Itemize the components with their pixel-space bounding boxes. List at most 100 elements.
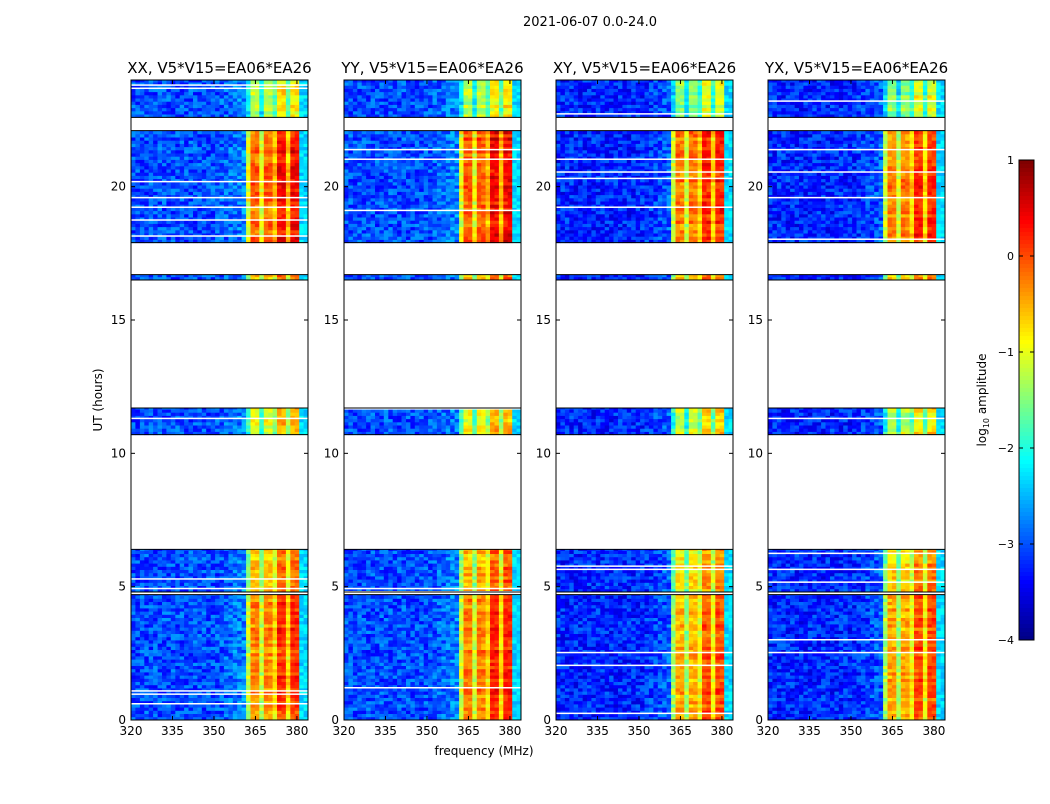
heatmap-cell — [175, 573, 180, 577]
heatmap-cell — [144, 147, 149, 151]
heatmap-cell — [255, 666, 260, 670]
heatmap-cell — [153, 563, 158, 567]
heatmap-cell — [215, 675, 220, 679]
heatmap-cell — [131, 409, 136, 413]
heatmap-cell — [206, 659, 211, 663]
heatmap-cell — [135, 672, 140, 676]
heatmap-cell — [251, 566, 256, 570]
heatmap-cell — [268, 634, 273, 638]
heatmap-cell — [295, 659, 300, 663]
heatmap-cell — [299, 419, 304, 423]
heatmap-cell — [162, 557, 167, 561]
heatmap-cell — [180, 698, 185, 702]
heatmap-cell — [175, 614, 180, 618]
heatmap-cell — [464, 688, 469, 692]
heatmap-cell — [162, 714, 167, 718]
heatmap-cell — [228, 134, 233, 138]
heatmap-cell — [206, 176, 211, 180]
heatmap-cell — [264, 150, 269, 154]
heatmap-cell — [362, 698, 367, 702]
heatmap-cell — [211, 105, 216, 109]
heatmap-cell — [299, 678, 304, 682]
heatmap-cell — [180, 646, 185, 650]
heatmap-cell — [184, 656, 189, 660]
heatmap-cell — [184, 169, 189, 173]
heatmap-cell — [193, 236, 198, 240]
heatmap-cell — [273, 89, 278, 93]
heatmap-cell — [197, 176, 202, 180]
heatmap-cell — [193, 627, 198, 631]
heatmap-cell — [406, 698, 411, 702]
heatmap-cell — [144, 153, 149, 157]
heatmap-cell — [215, 153, 220, 157]
heatmap-cell — [197, 602, 202, 606]
heatmap-cell — [166, 566, 171, 570]
heatmap-cell — [290, 694, 295, 698]
heatmap-cell — [282, 192, 287, 196]
heatmap-cell — [393, 710, 398, 714]
heatmap-cell — [197, 101, 202, 105]
heatmap-cell — [184, 230, 189, 234]
heatmap-cell — [282, 557, 287, 561]
heatmap-cell — [282, 105, 287, 109]
heatmap-cell — [140, 570, 145, 574]
heatmap-cell — [490, 707, 495, 711]
heatmap-cell — [290, 95, 295, 99]
heatmap-cell — [162, 650, 167, 654]
heatmap-cell — [211, 554, 216, 558]
heatmap-cell — [171, 579, 176, 583]
heatmap-cell — [175, 153, 180, 157]
heatmap-cell — [455, 701, 460, 705]
heatmap-cell — [149, 147, 154, 151]
heatmap-cell — [273, 682, 278, 686]
heatmap-cell — [220, 710, 225, 714]
heatmap-cell — [228, 714, 233, 718]
heatmap-cell — [290, 560, 295, 564]
heatmap-cell — [131, 236, 136, 240]
heatmap-cell — [251, 666, 256, 670]
heatmap-cell — [158, 602, 163, 606]
heatmap-cell — [233, 101, 238, 105]
heatmap-cell — [144, 608, 149, 612]
heatmap-cell — [299, 144, 304, 148]
heatmap-cell — [384, 691, 389, 695]
heatmap-cell — [171, 643, 176, 647]
heatmap-cell — [393, 714, 398, 718]
heatmap-cell — [419, 698, 424, 702]
heatmap-cell — [273, 111, 278, 115]
heatmap-cell — [228, 611, 233, 615]
heatmap-cell — [264, 669, 269, 673]
heatmap-cell — [290, 230, 295, 234]
heatmap-cell — [290, 160, 295, 164]
heatmap-cell — [286, 650, 291, 654]
heatmap-cell — [140, 92, 145, 96]
heatmap-cell — [149, 595, 154, 599]
heatmap-cell — [180, 621, 185, 625]
heatmap-cell — [215, 694, 220, 698]
heatmap-cell — [224, 140, 229, 144]
heatmap-cell — [242, 163, 247, 167]
heatmap-cell — [215, 92, 220, 96]
heatmap-cell — [233, 630, 238, 634]
heatmap-cell — [299, 147, 304, 151]
heatmap-cell — [481, 694, 486, 698]
y-axis-label: UT (hours) — [91, 368, 105, 431]
heatmap-cell — [251, 153, 256, 157]
heatmap-cell — [197, 409, 202, 413]
heatmap-cell — [224, 224, 229, 228]
heatmap-cell — [393, 701, 398, 705]
heatmap-cell — [255, 192, 260, 196]
heatmap-cell — [268, 108, 273, 112]
heatmap-cell — [233, 156, 238, 160]
heatmap-cell — [166, 678, 171, 682]
heatmap-cell — [131, 182, 136, 186]
heatmap-cell — [211, 640, 216, 644]
heatmap-cell — [299, 550, 304, 554]
heatmap-cell — [228, 579, 233, 583]
heatmap-cell — [299, 150, 304, 154]
heatmap-cell — [180, 185, 185, 189]
heatmap-cell — [424, 694, 429, 698]
heatmap-cell — [299, 211, 304, 215]
heatmap-cell — [175, 140, 180, 144]
heatmap-cell — [149, 704, 154, 708]
